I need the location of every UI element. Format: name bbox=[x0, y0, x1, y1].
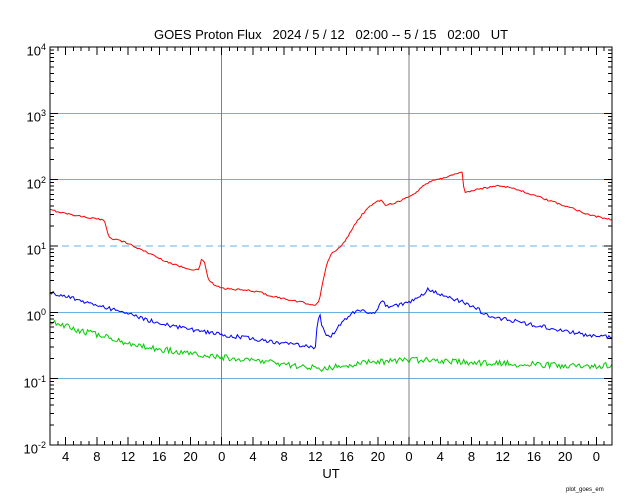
y-axis-tick-label: 101 bbox=[26, 241, 46, 258]
x-axis-tick-label: 12 bbox=[120, 449, 136, 464]
x-axis-tick-label: 0 bbox=[405, 449, 413, 464]
x-axis-tick-label: 4 bbox=[61, 449, 70, 464]
x-axis-tick-label: 8 bbox=[280, 449, 288, 464]
blue-flux-line bbox=[50, 286, 612, 350]
y-axis-tick-label: 102 bbox=[26, 174, 46, 191]
x-axis-tick-label: 20 bbox=[557, 449, 573, 464]
red-flux-line bbox=[50, 171, 612, 306]
x-axis-tick-label: 12 bbox=[308, 449, 323, 464]
x-axis-tick-label: 12 bbox=[495, 449, 510, 464]
y-axis-tick-label: 10-1 bbox=[23, 373, 46, 390]
x-axis-tick-label: 20 bbox=[370, 449, 386, 464]
x-axis-tick-label: 4 bbox=[249, 449, 257, 464]
x-axis-tick-label: 0 bbox=[218, 449, 226, 464]
x-axis-tick-label: 0 bbox=[592, 449, 600, 464]
x-axis-title: UT bbox=[322, 466, 340, 481]
x-axis-tick-label: 16 bbox=[152, 449, 167, 464]
x-axis-tick-label: 8 bbox=[467, 449, 476, 464]
x-axis-tick-label: 16 bbox=[339, 449, 354, 464]
chart-title: GOES Proton Flux 2024 / 5 / 12 02:00 -- … bbox=[153, 27, 509, 42]
x-axis-tick-label: 20 bbox=[183, 449, 198, 464]
x-axis-tick-label: 16 bbox=[526, 449, 542, 464]
x-axis-tick-label: 8 bbox=[93, 449, 101, 464]
x-axis-tick-label: 4 bbox=[436, 449, 444, 464]
green-flux-line bbox=[50, 319, 612, 372]
y-axis-tick-label: 100 bbox=[26, 307, 46, 324]
y-axis-tick-label: 103 bbox=[26, 108, 46, 125]
plot-credit-text: plot_goes_em bbox=[566, 487, 604, 493]
y-axis-tick-label: 10-2 bbox=[23, 440, 46, 457]
y-axis-tick-label: 104 bbox=[26, 42, 46, 59]
